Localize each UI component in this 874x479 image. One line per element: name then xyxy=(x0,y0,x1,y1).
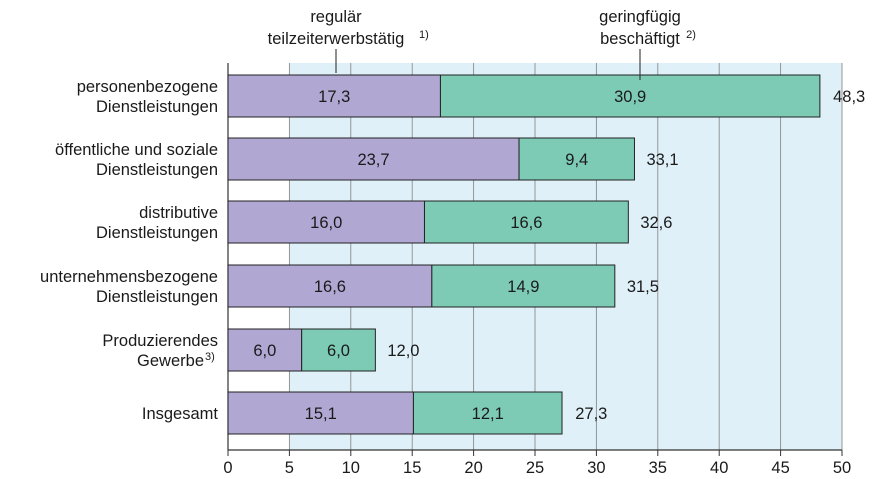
x-tick-label: 35 xyxy=(649,459,667,477)
x-tick-label: 0 xyxy=(223,459,232,477)
x-tick-label: 20 xyxy=(464,459,482,477)
total-value-label: 32,6 xyxy=(640,214,672,232)
total-value-label: 12,0 xyxy=(387,342,419,360)
legend: regulär teilzeiterwerbstätig 1) geringfügig… xyxy=(268,8,696,80)
bar-row: 23,7 9,4 33,1 xyxy=(227,137,679,181)
segment-value-label: 15,1 xyxy=(305,405,337,423)
category-label: personenbezogene Dienstleistungen xyxy=(77,78,218,116)
bar-segment-series-1 xyxy=(227,391,414,435)
x-tick-label: 15 xyxy=(403,459,421,477)
bar-row: 17,3 30,9 48,3 xyxy=(227,74,865,118)
bars: 17,3 30,9 48,323,7 9,4 33,116,0 16,6 32,616,6 1… xyxy=(227,74,865,435)
segment-value-label: 16,6 xyxy=(510,214,542,232)
category-label: Insgesamt xyxy=(142,405,219,423)
category-footnote: 3) xyxy=(205,351,215,363)
x-tick-label: 25 xyxy=(526,459,544,477)
bar-segment-series-2 xyxy=(423,200,629,244)
segment-value-label: 16,6 xyxy=(314,278,346,296)
category-label: öffentliche und soziale Dienstleistungen xyxy=(55,141,218,179)
grid-lines xyxy=(227,63,843,450)
segment-value-label: 6,0 xyxy=(253,342,276,360)
legend-footnote: 2) xyxy=(686,29,696,41)
segment-value-label: 17,3 xyxy=(318,88,350,106)
x-tick-label: 50 xyxy=(833,459,851,477)
x-tick-label: 40 xyxy=(710,459,728,477)
bar-segment-series-1 xyxy=(227,137,520,181)
category-labels: personenbezogene Dienstleistungen öffentli… xyxy=(40,78,218,423)
category-label: distributive Dienstleistungen xyxy=(96,204,218,242)
category-label: Produzierendes Gewerbe xyxy=(102,332,218,370)
segment-value-label: 23,7 xyxy=(357,151,389,169)
bar-segment-series-2 xyxy=(431,264,616,308)
x-tick-label: 10 xyxy=(342,459,360,477)
total-value-label: 31,5 xyxy=(627,278,659,296)
x-tick-label: 30 xyxy=(587,459,605,477)
bar-segment-series-2 xyxy=(518,137,635,181)
segment-value-label: 30,9 xyxy=(614,88,646,106)
bar-segment-series-1 xyxy=(227,328,303,372)
segment-value-label: 16,0 xyxy=(310,214,342,232)
category-label: unternehmensbezogene Dienstleistungen xyxy=(40,268,218,306)
bar-row: 16,6 14,9 31,5 xyxy=(227,264,659,308)
bar-segment-series-2 xyxy=(439,74,821,118)
plot-background xyxy=(289,63,842,450)
legend-footnote: 1) xyxy=(419,29,429,41)
segment-value-label: 14,9 xyxy=(507,278,539,296)
total-value-label: 33,1 xyxy=(646,151,678,169)
segment-value-label: 6,0 xyxy=(327,342,350,360)
bar-row: 6,0 6,0 12,0 xyxy=(227,328,419,372)
legend-label-series-1: regulär teilzeiterwerbstätig xyxy=(268,8,405,48)
total-value-label: 27,3 xyxy=(575,405,607,423)
bar-row: 15,1 12,1 27,3 xyxy=(227,391,607,435)
segment-value-label: 12,1 xyxy=(472,405,504,423)
x-tick-label: 45 xyxy=(771,459,789,477)
bar-row: 16,0 16,6 32,6 xyxy=(227,200,672,244)
x-tick-label: 5 xyxy=(285,459,294,477)
segment-value-label: 9,4 xyxy=(565,151,588,169)
total-value-label: 48,3 xyxy=(833,88,865,106)
x-axis: 0 5 10 15 20 25 30 35 40 45 50 xyxy=(223,449,851,477)
bar-segment-series-2 xyxy=(412,391,563,435)
bar-segment-series-1 xyxy=(227,264,433,308)
legend-label-series-2: geringfügig beschäftigt xyxy=(599,8,681,48)
bar-segment-series-2 xyxy=(301,328,376,372)
